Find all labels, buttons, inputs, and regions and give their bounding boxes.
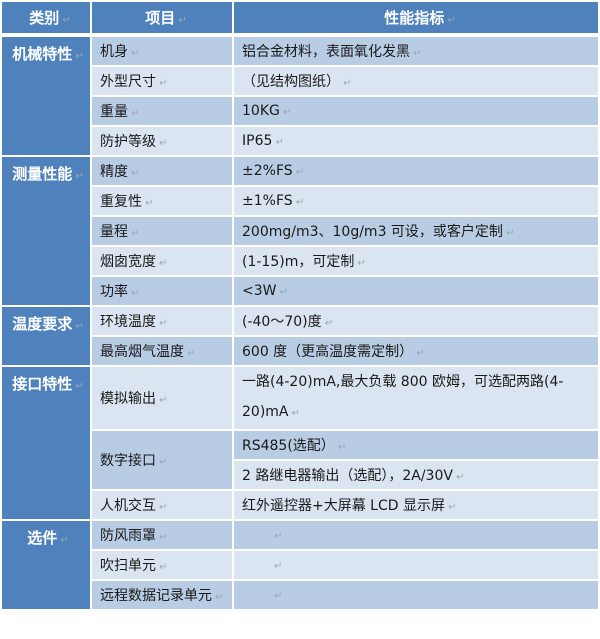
item-cell: 重复性 bbox=[90, 185, 234, 217]
spec-table: 类别 项目 性能指标 机械特性机身铝合金材料，表面氧化发黑外型尺寸（见结构图纸）… bbox=[0, 0, 600, 611]
spec-cell: 200mg/m3、10g/m3 可设，或客户定制 bbox=[232, 215, 600, 247]
category-cell: 测量性能 bbox=[0, 155, 92, 307]
table-row: 机械特性机身铝合金材料，表面氧化发黑 bbox=[0, 34, 600, 157]
category-cell: 机械特性 bbox=[0, 34, 92, 157]
item-cell: 防护等级 bbox=[90, 125, 234, 157]
table-row: 量程200mg/m3、10g/m3 可设，或客户定制 bbox=[1, 215, 600, 247]
spec-cell: 600 度（更高温度需定制） bbox=[232, 335, 600, 367]
category-cell: 温度要求 bbox=[0, 305, 92, 367]
spec-cell: <3W bbox=[232, 275, 600, 307]
table-row: 外型尺寸（见结构图纸） bbox=[1, 65, 600, 97]
table-row: 功率<3W bbox=[1, 275, 600, 307]
table-row: 测量性能精度±2%FS bbox=[0, 155, 600, 307]
item-cell: 远程数据记录单元 bbox=[90, 579, 234, 611]
item-cell: 吹扫单元 bbox=[90, 549, 234, 581]
table-row: 最高烟气温度600 度（更高温度需定制） bbox=[1, 335, 600, 367]
spec-cell: ±2%FS bbox=[232, 155, 600, 187]
table-row: 重复性±1%FS bbox=[1, 185, 600, 217]
spec-cell: 10KG bbox=[232, 95, 600, 127]
header-item: 项目 bbox=[90, 0, 234, 37]
table-row: 选件防风雨罩 bbox=[0, 519, 600, 611]
spec-cell bbox=[232, 579, 600, 611]
table-row: 人机交互红外遥控器+大屏幕 LCD 显示屏 bbox=[1, 489, 600, 521]
item-cell: 重量 bbox=[90, 95, 234, 127]
table-row: 烟囱宽度(1-15)m，可定制 bbox=[1, 245, 600, 277]
item-cell: 功率 bbox=[90, 275, 234, 307]
table-row: 数字接口RS485(选配） bbox=[1, 429, 600, 491]
spec-cell: (-40～70)度 bbox=[232, 305, 600, 337]
spec-cell: 一路(4-20)mA,最大负载 800 欧姆，可选配两路(4-20)mA bbox=[232, 365, 600, 431]
category-cell: 选件 bbox=[0, 519, 92, 611]
spec-cell: （见结构图纸） bbox=[232, 65, 600, 97]
table-row: 温度要求环境温度(-40～70)度 bbox=[0, 305, 600, 367]
category-cell: 接口特性 bbox=[0, 365, 92, 521]
item-cell: 烟囱宽度 bbox=[90, 245, 234, 277]
item-cell: 环境温度 bbox=[90, 305, 234, 337]
table-row: 重量10KG bbox=[1, 95, 600, 127]
spec-cell: IP65 bbox=[232, 125, 600, 157]
spec-cell: 铝合金材料，表面氧化发黑 bbox=[232, 34, 600, 67]
spec-cell bbox=[232, 549, 600, 581]
table-row: 吹扫单元 bbox=[1, 549, 600, 581]
spec-cell: RS485(选配） bbox=[232, 429, 600, 461]
header-spec: 性能指标 bbox=[232, 0, 600, 37]
item-cell: 人机交互 bbox=[90, 489, 234, 521]
item-cell: 精度 bbox=[90, 155, 234, 187]
spec-cell: ±1%FS bbox=[232, 185, 600, 217]
table-body: 机械特性机身铝合金材料，表面氧化发黑外型尺寸（见结构图纸）重量10KG防护等级I… bbox=[0, 34, 600, 611]
table-row: 接口特性模拟输出一路(4-20)mA,最大负载 800 欧姆，可选配两路(4-2… bbox=[0, 365, 600, 521]
table-row: 远程数据记录单元 bbox=[1, 579, 600, 611]
table-row: 2 路继电器输出（选配），2A/30V bbox=[1, 459, 600, 491]
header-category: 类别 bbox=[0, 0, 92, 37]
item-cell: 模拟输出 bbox=[90, 365, 234, 431]
table-row: 防护等级IP65 bbox=[1, 125, 600, 157]
spec-cell: 2 路继电器输出（选配），2A/30V bbox=[232, 459, 600, 491]
item-cell: 防风雨罩 bbox=[90, 519, 234, 551]
header-row: 类别 项目 性能指标 bbox=[0, 0, 600, 37]
spec-cell: (1-15)m，可定制 bbox=[232, 245, 600, 277]
spec-cell bbox=[232, 519, 600, 551]
item-cell: 数字接口 bbox=[90, 429, 234, 491]
item-cell: 量程 bbox=[90, 215, 234, 247]
item-cell: 最高烟气温度 bbox=[90, 335, 234, 367]
spec-cell: 红外遥控器+大屏幕 LCD 显示屏 bbox=[232, 489, 600, 521]
item-cell: 外型尺寸 bbox=[90, 65, 234, 97]
item-cell: 机身 bbox=[90, 34, 234, 67]
